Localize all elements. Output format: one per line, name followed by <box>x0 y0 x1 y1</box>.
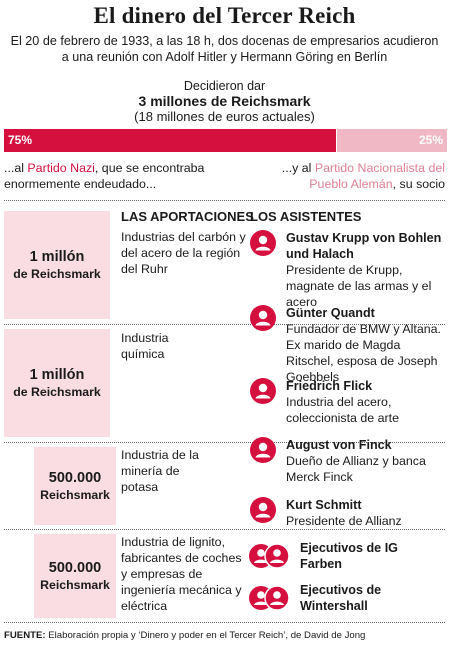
source-note: FUENTE: Elaboración propia y ‘Dinero y p… <box>4 630 445 642</box>
attendee-ig-farben: Ejecutivos de IG Farben <box>249 540 446 574</box>
contribution-unit: Reichsmark <box>40 488 110 502</box>
attendee-name: Gustav Krupp von Bohlen und Halach <box>286 231 442 261</box>
divider <box>4 622 445 623</box>
attendee-desc: Fundador de BMW y Altana. Ex marido de M… <box>286 322 441 384</box>
attendee-desc: Presidente de Krupp, magnate de las arma… <box>286 263 432 309</box>
note-right-party: Partido Nacionalista del Pueblo Alemán <box>309 161 445 191</box>
contribution-box-4: 500.000 Reichsmark <box>34 534 116 618</box>
contributions-heading: LAS APORTACIONES <box>121 209 254 224</box>
contribution-unit: Reichsmark <box>40 578 110 592</box>
split-bar-dnvp <box>337 129 447 152</box>
source-label: FUENTE: <box>4 630 46 641</box>
attendee-finck: August von Finck Dueño de Allianz y banc… <box>250 437 446 487</box>
subtitle: El 20 de febrero de 1933, a las 18 h, do… <box>10 34 439 64</box>
contribution-amount: 1 millón <box>29 367 85 383</box>
contribution-box-1: 1 millón de Reichsmark <box>4 211 110 319</box>
contribution-sector-4: Industria de lignito, fabricantes de coc… <box>121 535 242 613</box>
note-left-party: Partido Nazi <box>27 161 95 175</box>
note-dnvp-party: ...y al Partido Nacionalista del Pueblo … <box>240 160 445 192</box>
attendee-desc: Industria del acero, coleccionista de ar… <box>286 395 399 425</box>
attendee-krupp: Gustav Krupp von Bohlen und Halach Presi… <box>250 230 446 309</box>
attendees-heading: LOS ASISTENTES <box>250 209 362 224</box>
divider <box>4 324 445 325</box>
person-icon <box>250 305 276 331</box>
attendee-name: Friedrich Flick <box>286 379 373 393</box>
attendee-desc: Presidente de Allianz <box>286 514 402 528</box>
person-icon <box>250 230 276 256</box>
note-right-prefix: ...y al <box>281 161 315 175</box>
contribution-sector-2: Industria química <box>121 331 169 361</box>
note-left-suffix: , que se encontraba enormemente endeudad… <box>4 161 205 191</box>
source-text: Elaboración propia y ‘Dinero y poder en … <box>48 630 366 641</box>
attendee-flick: Friedrich Flick Industria del acero, col… <box>250 378 446 428</box>
attendee-name: Ejecutivos de Wintershall <box>300 583 382 613</box>
contribution-unit: de Reichsmark <box>13 267 101 281</box>
attendee-quandt: Günter Quandt Fundador de BMW y Altana. … <box>250 305 446 384</box>
divider <box>4 200 445 201</box>
contribution-box-2: 1 millón de Reichsmark <box>4 329 110 437</box>
attendee-name: August von Finck <box>286 438 392 452</box>
attendee-name: Günter Quandt <box>286 306 375 320</box>
person-icon <box>250 437 276 463</box>
contribution-sector-1: Industrias del carbón y del acero de la … <box>121 230 246 276</box>
donation-euros: (18 millones de euros actuales) <box>134 109 315 124</box>
page-title: El dinero del Tercer Reich <box>93 3 356 28</box>
group-icon <box>249 543 290 569</box>
donation-amount: 3 millones de Reichsmark <box>138 93 311 109</box>
split-bar-nazi <box>4 129 336 152</box>
attendee-name: Kurt Schmitt <box>286 498 362 512</box>
note-left-prefix: ...al <box>4 161 28 175</box>
note-nazi-party: ...al Partido Nazi, que se encontraba en… <box>4 160 229 192</box>
attendee-desc: Dueño de Allianz y banca Merck Finck <box>286 454 426 484</box>
contribution-box-3: 500.000 Reichsmark <box>34 447 116 525</box>
person-icon <box>250 497 276 523</box>
contribution-unit: de Reichsmark <box>13 385 101 399</box>
contribution-amount: 1 millón <box>29 249 85 265</box>
split-pct-left: 75% <box>8 133 33 147</box>
donation-summary: Decidieron dar 3 millones de Reichsmark … <box>0 79 449 124</box>
donation-label: Decidieron dar <box>183 79 266 93</box>
person-icon <box>250 378 276 404</box>
split-pct-right: 25% <box>418 133 443 147</box>
split-bar: 75% 25% <box>4 129 447 152</box>
divider <box>4 529 445 530</box>
contribution-sector-3: Industria de la minería de potasa <box>121 448 199 494</box>
contribution-amount: 500.000 <box>48 470 102 486</box>
contribution-amount: 500.000 <box>48 560 102 576</box>
divider <box>4 442 445 443</box>
group-icon <box>249 585 290 611</box>
attendee-schmitt: Kurt Schmitt Presidente de Allianz <box>250 497 446 531</box>
attendee-name: Ejecutivos de IG Farben <box>300 541 398 571</box>
attendee-wintershall: Ejecutivos de Wintershall <box>249 582 446 616</box>
note-right-suffix: , su socio <box>392 177 445 191</box>
